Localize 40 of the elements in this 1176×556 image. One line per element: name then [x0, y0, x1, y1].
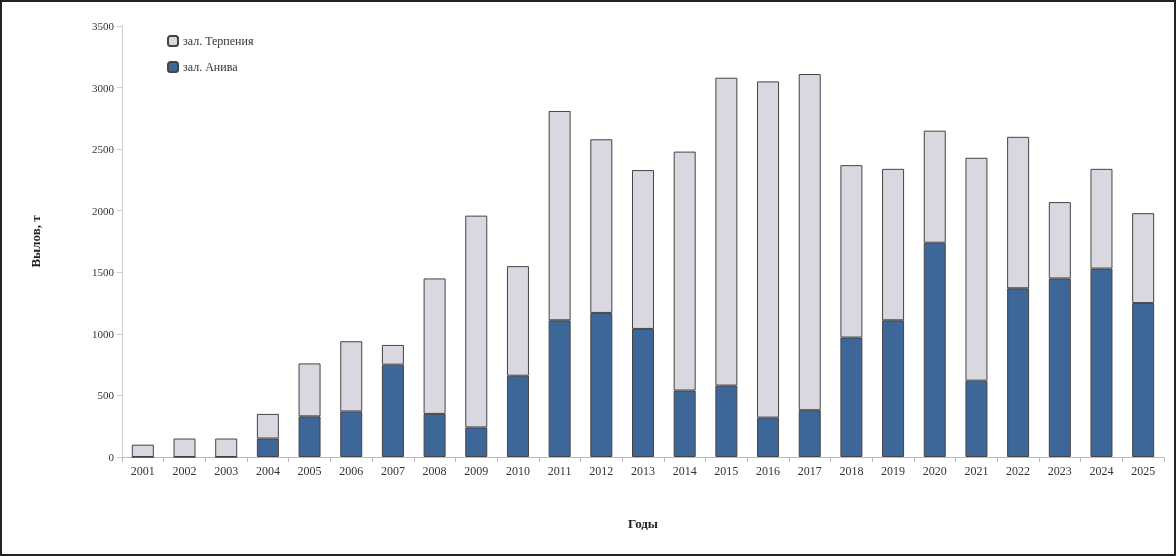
y-tick-label: 1500 [92, 266, 115, 279]
bar [173, 438, 196, 457]
y-tick-label: 1000 [92, 327, 115, 340]
y-tick-label: 3500 [92, 20, 115, 32]
y-axis-title: Вылов, т [28, 214, 43, 268]
y-tick-label: 3000 [92, 81, 115, 94]
legend-label: зал. Терпения [183, 34, 254, 48]
x-tick-label: 2009 [464, 464, 489, 478]
x-tick-label: 2002 [172, 464, 197, 478]
legend-label: зал. Анива [183, 60, 239, 74]
x-tick-label: 2006 [339, 464, 364, 478]
x-tick-label: 2014 [672, 464, 697, 478]
bar [215, 438, 238, 457]
x-tick-label: 2023 [1047, 464, 1072, 478]
x-tick-label: 2011 [547, 464, 572, 478]
x-tick-label: 2020 [922, 464, 947, 478]
x-tick-label: 2001 [130, 464, 155, 478]
x-tick-label: 2025 [1131, 464, 1156, 478]
x-tick-label: 2005 [297, 464, 322, 478]
x-tick-label: 2010 [505, 464, 530, 478]
x-tick-label: 2004 [255, 464, 280, 478]
x-tick-label: 2019 [881, 464, 906, 478]
y-tick-label: 0 [108, 451, 115, 463]
x-tick-label: 2003 [214, 464, 239, 478]
x-tick-label: 2022 [1006, 464, 1031, 478]
x-tick-label: 2008 [422, 464, 447, 478]
x-tick-label: 2013 [631, 464, 655, 478]
x-tick-label: 2007 [380, 464, 405, 478]
x-tick-label: 2012 [589, 464, 614, 478]
x-tick-label: 2016 [756, 464, 781, 478]
x-axis-title: Годы [628, 516, 658, 531]
x-tick-label: 2018 [839, 464, 864, 478]
y-tick-label: 2000 [92, 204, 115, 217]
x-tick-label: 2024 [1089, 464, 1114, 478]
x-tick-label: 2015 [714, 464, 739, 478]
x-tick-label: 2021 [964, 464, 989, 478]
y-tick-label: 2500 [92, 143, 115, 156]
y-tick-label: 500 [97, 389, 115, 402]
bar [131, 444, 154, 457]
x-tick-label: 2017 [797, 464, 822, 478]
